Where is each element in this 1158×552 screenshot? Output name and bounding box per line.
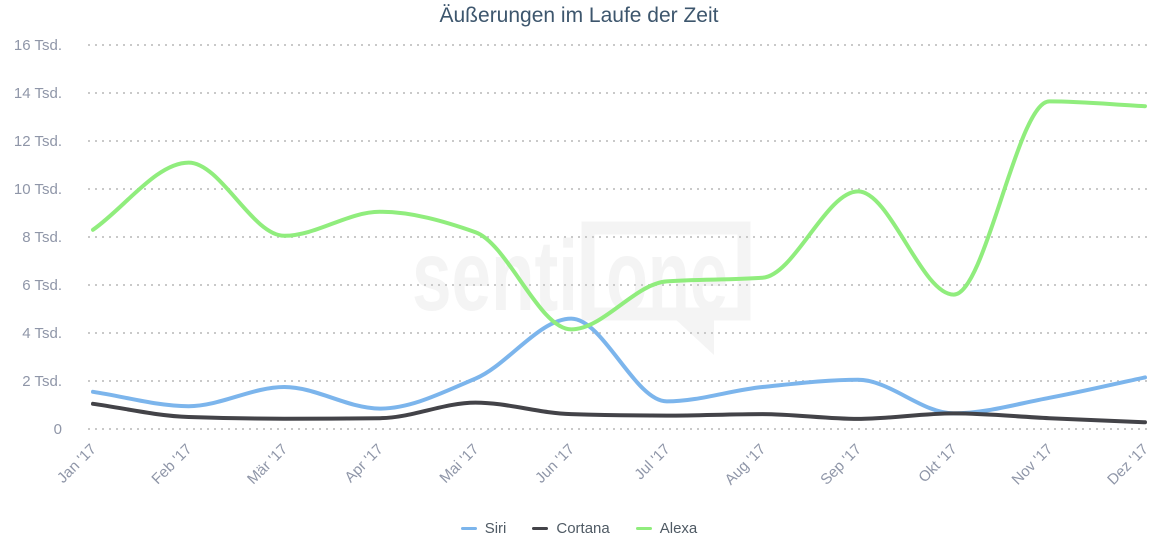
watermark-speech-bubble — [581, 221, 751, 321]
legend-item-label: Cortana — [556, 520, 610, 537]
y-axis-label: 12 Tsd. — [14, 133, 62, 150]
watermark-bubble-text: one — [606, 220, 728, 332]
legend-item-cortana[interactable]: Cortana — [532, 520, 610, 537]
x-axis-label: Jul '17 — [631, 441, 673, 483]
series-line-cortana[interactable] — [91, 400, 1147, 425]
x-axis-label: Feb '17 — [148, 441, 195, 488]
x-axis-label: Aug '17 — [722, 441, 770, 489]
siri-line-marker-icon — [460, 527, 477, 530]
y-axis-label: 14 Tsd. — [14, 85, 62, 102]
legend-item-siri[interactable]: Siri — [460, 520, 507, 537]
watermark-bubble-tail — [672, 316, 714, 355]
legend-item-label: Siri — [484, 520, 507, 537]
x-axis-label: Dez '17 — [1104, 441, 1152, 489]
x-axis-label: Apr '17 — [341, 441, 386, 486]
x-axis-label: Sep '17 — [817, 441, 865, 489]
series-line-alexa[interactable] — [91, 99, 1147, 332]
x-axis-label: Okt '17 — [915, 441, 960, 486]
legend-item-alexa[interactable]: Alexa — [635, 520, 698, 537]
y-axis-label: 16 Tsd. — [14, 37, 62, 54]
y-axis-label: 0 — [54, 421, 62, 438]
chart-title: Äußerungen im Laufe der Zeit — [439, 4, 719, 27]
sentione-watermark: senti one — [412, 220, 751, 355]
legend-item-label: Alexa — [659, 520, 698, 537]
y-axis-label: 6 Tsd. — [22, 277, 62, 294]
y-axis-label: 10 Tsd. — [14, 181, 62, 198]
watermark-text: senti — [412, 220, 578, 332]
x-axis-label: Mär '17 — [244, 441, 291, 488]
alexa-line-marker-icon — [635, 527, 652, 530]
y-axis-label: 2 Tsd. — [22, 373, 62, 390]
x-axis-label: Jan '17 — [54, 441, 100, 487]
legend: Siri Cortana Alexa — [0, 520, 1158, 537]
y-axis-label: 8 Tsd. — [22, 229, 62, 246]
x-axis-label: Nov '17 — [1009, 441, 1057, 489]
x-axis-label: Jun '17 — [532, 441, 578, 487]
x-axis-label: Mai '17 — [436, 441, 482, 487]
y-axis-label: 4 Tsd. — [22, 325, 62, 342]
cortana-line-marker-icon — [532, 527, 549, 530]
